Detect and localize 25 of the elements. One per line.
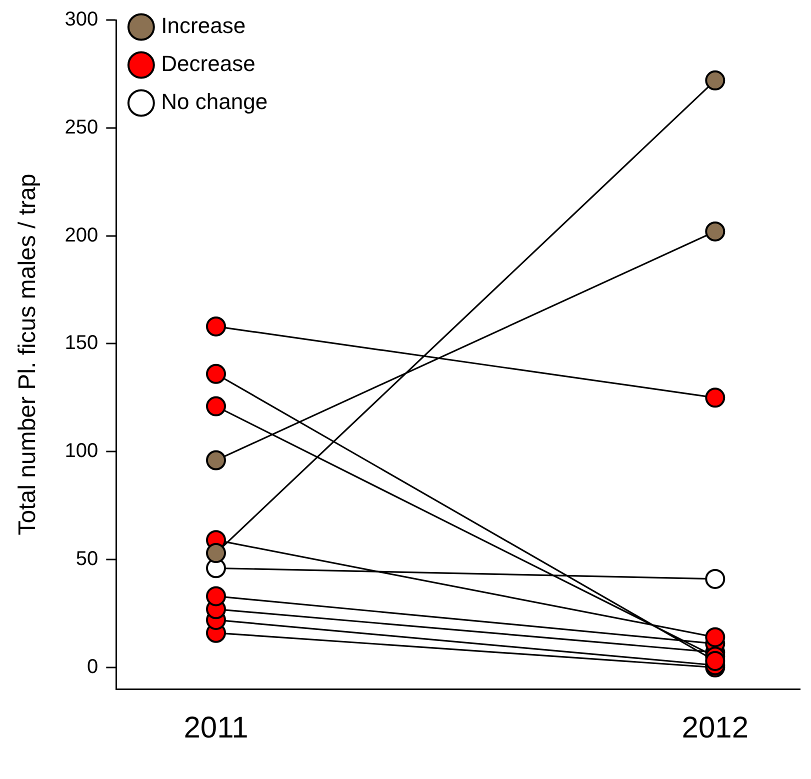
y-tick-label: 300 — [64, 8, 98, 31]
x-tick-label: 2011 — [184, 711, 248, 744]
legend-label: Increase — [161, 13, 246, 38]
point — [206, 396, 226, 416]
y-axis-title: Total number Pl. ficus males / trap — [14, 174, 42, 536]
point — [206, 364, 226, 384]
point — [705, 388, 726, 408]
point — [705, 627, 726, 648]
legend-label: No change — [161, 89, 268, 114]
point — [705, 568, 726, 589]
point — [705, 650, 726, 671]
y-tick-label: 200 — [64, 224, 98, 246]
x-tick-label: 2012 — [682, 711, 749, 744]
y-tick-label: 150 — [64, 332, 98, 354]
point — [705, 221, 726, 242]
point — [206, 543, 226, 564]
y-tick-label: 250 — [64, 116, 98, 138]
legend-label: Decrease — [161, 51, 256, 76]
point — [206, 450, 226, 470]
y-tick-label: 0 — [87, 656, 98, 678]
point — [206, 316, 226, 336]
y-tick-label: 100 — [64, 440, 98, 462]
point — [705, 70, 726, 90]
point — [206, 586, 226, 606]
y-tick-label: 50 — [76, 548, 98, 570]
